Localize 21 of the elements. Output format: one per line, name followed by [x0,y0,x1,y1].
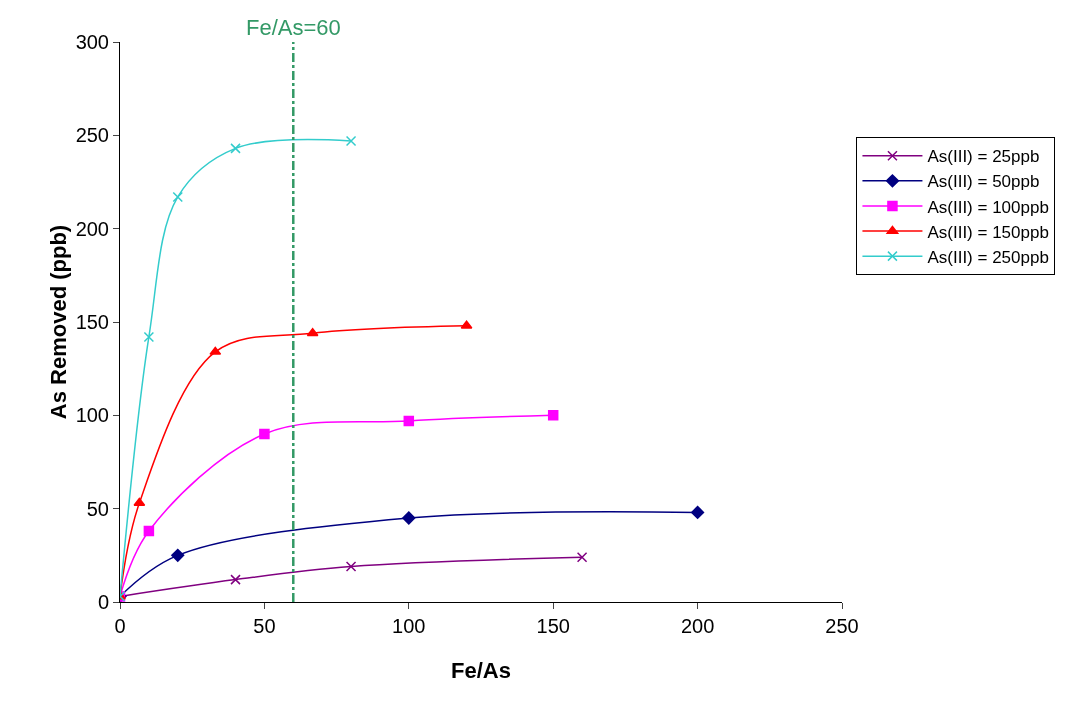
y-tick-label: 0 [97,591,109,613]
y-tick-label: 100 [75,404,109,427]
ref-line-label: Fe/As=60 [246,15,341,40]
legend-label: As(III) = 100ppb [927,197,1049,217]
x-tick-label: 250 [825,615,859,637]
legend-label: As(III) = 250ppb [927,247,1049,267]
y-tick-label: 50 [86,497,109,520]
y-tick-label: 200 [75,217,109,240]
y-tick-label: 300 [75,31,109,53]
x-tick-label: 200 [680,615,715,637]
x-tick-label: 50 [253,615,276,637]
y-tick-label: 250 [75,124,109,147]
y-tick-label: 150 [75,311,109,333]
x-tick-label: 150 [536,615,570,637]
legend-label: As(III) = 50ppb [927,172,1040,192]
x-tick-label: 0 [114,615,126,637]
x-tick-label: 100 [392,615,426,637]
legend-label: As(III) = 25ppb [927,147,1040,167]
y-axis-title: As Removed (ppb) [46,224,71,420]
legend-label: As(III) = 150ppb [927,222,1049,242]
x-axis-title: Fe/As [451,658,511,683]
